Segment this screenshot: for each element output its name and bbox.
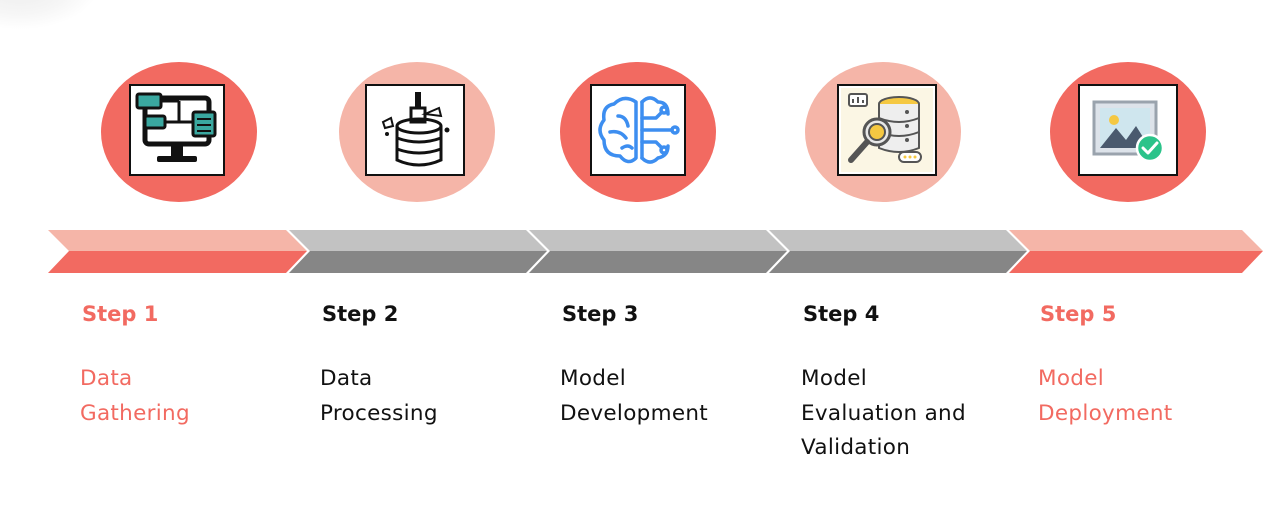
step-4-circle [805, 62, 961, 202]
step-5-circle [1050, 62, 1206, 202]
database-brush-icon [365, 84, 465, 176]
corner-shadow [0, 0, 100, 30]
timeline-segment-5-bottom [1009, 251, 1263, 273]
step-2-label: Step 2 [322, 302, 399, 326]
step-2-circle [339, 62, 495, 202]
timeline-segment-3-bottom [529, 251, 787, 273]
timeline-segment-2-top [289, 230, 547, 251]
step-5-title: Model Deployment [1038, 366, 1173, 426]
step-4-title: Model Evaluation and Validation [801, 366, 966, 460]
timeline-arrow [48, 230, 1263, 273]
image-check-icon [1078, 84, 1178, 176]
step-1-label: Step 1 [82, 302, 159, 326]
timeline-segment-3-top [529, 230, 787, 251]
step-1-title: Data Gathering [80, 366, 190, 426]
step-3-circle [560, 62, 716, 202]
timeline-segment-5-top [1009, 230, 1263, 251]
step-2-title: Data Processing [320, 366, 438, 426]
network-monitor-icon [129, 84, 225, 176]
step-1-circle [101, 62, 257, 202]
database-magnifier-icon [837, 84, 937, 176]
timeline-segment-4-top [769, 230, 1027, 251]
timeline-segment-2-bottom [289, 251, 547, 273]
timeline-segment-1-bottom [48, 251, 307, 273]
timeline-segment-1-top [48, 230, 307, 251]
brain-circuit-icon [590, 84, 686, 176]
step-3-label: Step 3 [562, 302, 639, 326]
step-5-label: Step 5 [1040, 302, 1117, 326]
step-4-label: Step 4 [803, 302, 880, 326]
timeline-segment-4-bottom [769, 251, 1027, 273]
step-3-title: Model Development [560, 366, 709, 426]
